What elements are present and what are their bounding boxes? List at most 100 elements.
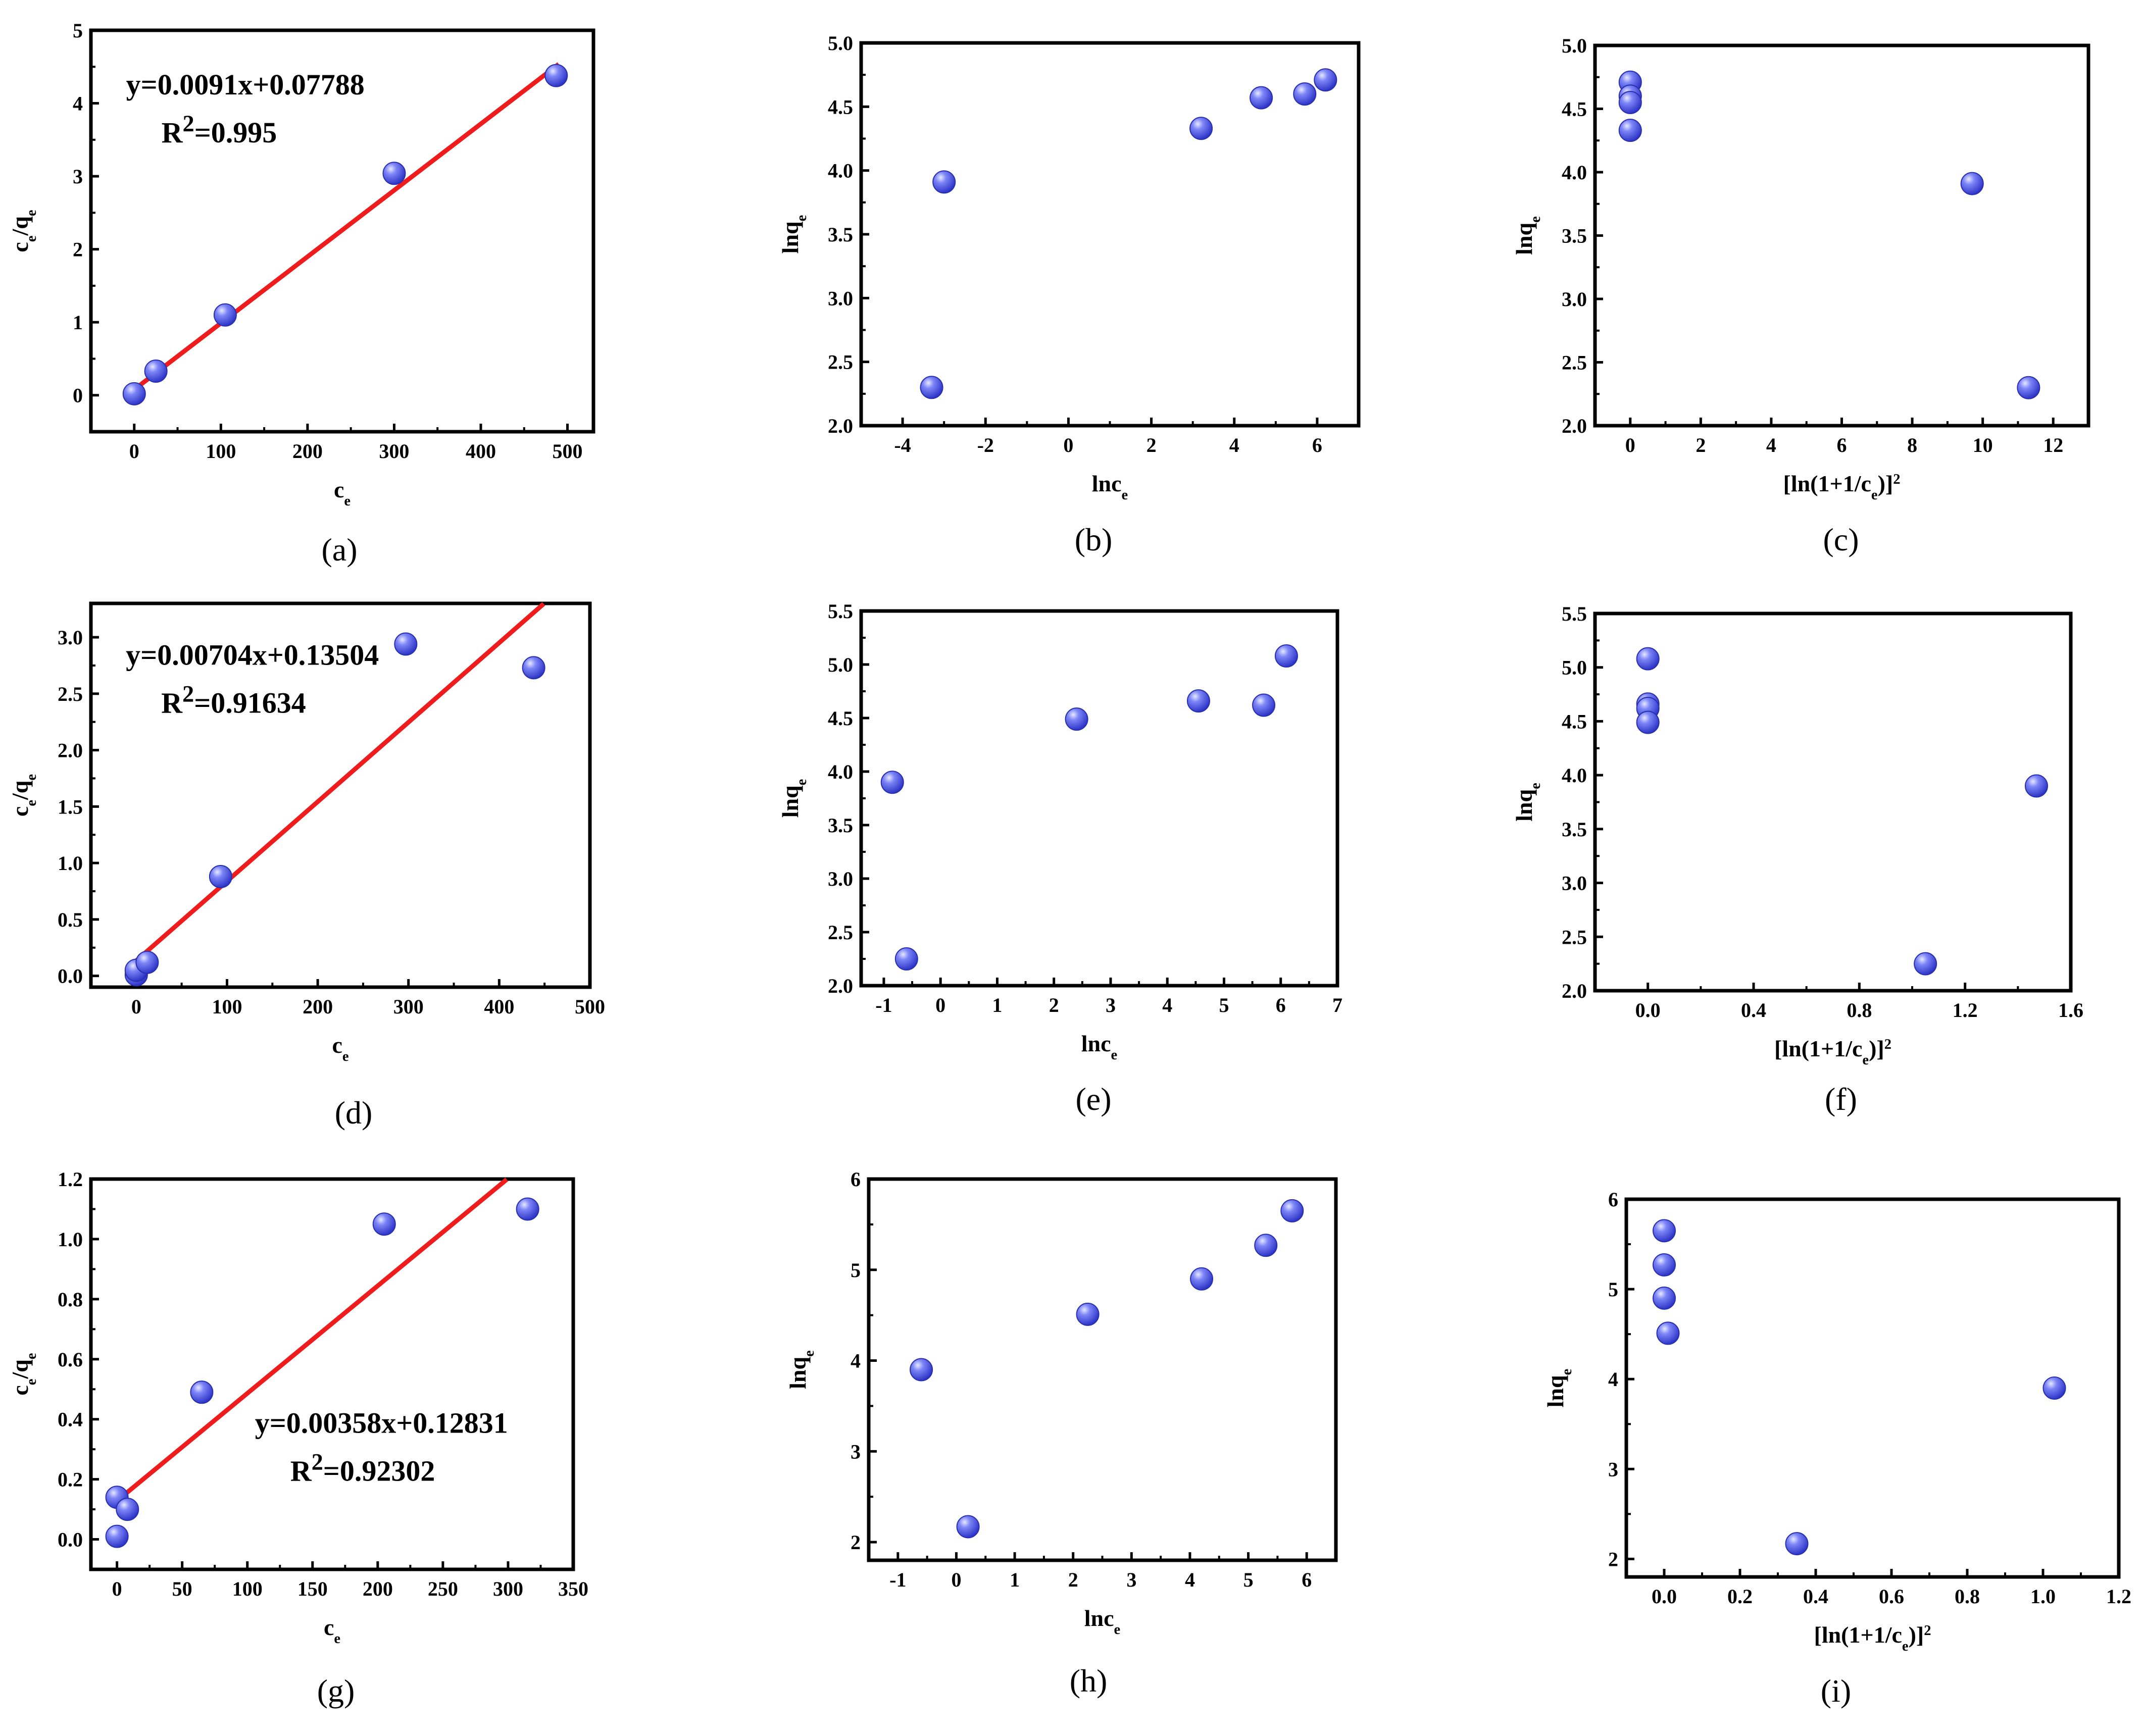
x-tick-label: 0.4: [1741, 999, 1766, 1022]
r-squared-sup: 2: [312, 1449, 323, 1475]
y-tick-label: 1: [73, 311, 83, 334]
data-point: [1293, 82, 1317, 106]
x-axis-label: lnce: [1084, 1605, 1120, 1638]
y-tick-label: 2.0: [58, 739, 83, 762]
y-tick-label: 3.0: [1562, 288, 1587, 311]
y-tick-label: 5.0: [828, 32, 853, 55]
fit-equation: y=0.0091x+0.07788: [126, 68, 365, 101]
r-squared-value: =0.995: [194, 116, 277, 149]
x-tick-label: 0.0: [1635, 999, 1661, 1022]
x-tick-label: 0: [951, 1568, 961, 1591]
fit-equation: y=0.00704x+0.13504: [126, 639, 379, 672]
y-axis-label-part: e: [24, 800, 39, 806]
data-point: [1960, 172, 1984, 195]
panel-label: (b): [1075, 522, 1113, 557]
fit-line: [115, 1178, 509, 1503]
data-point: [122, 382, 146, 405]
data-point: [956, 1515, 980, 1539]
y-tick-label: 4: [1608, 1368, 1618, 1391]
chart-panel-c: 0 2 4 6 8 10 122.02.53.03.54.04.55.0[ln(1+1/ce…: [1511, 34, 2090, 557]
y-tick-label: 5.5: [828, 600, 853, 623]
y-tick-label: 3: [851, 1440, 861, 1463]
x-tick-label: 400: [466, 440, 496, 463]
x-tick-label: 300: [379, 440, 409, 463]
y-axis-label-part: /q: [7, 216, 33, 236]
x-tick-label: 2: [1049, 994, 1059, 1016]
r-squared-value: =0.91634: [194, 687, 306, 720]
data-point: [382, 162, 406, 185]
data-point: [144, 360, 168, 383]
y-axis-label: lnqe: [1511, 783, 1543, 822]
plot-frame: [89, 28, 595, 434]
x-tick-label: 200: [303, 995, 333, 1018]
x-tick-label: 5: [1219, 994, 1229, 1016]
plot-frame: [89, 601, 592, 989]
x-tick-label: 0: [935, 994, 945, 1016]
x-axis-label: ce: [332, 1032, 348, 1064]
x-tick-label: 1.0: [2030, 1585, 2056, 1608]
data-point: [1653, 1253, 1676, 1277]
x-tick-label: 6: [1312, 434, 1322, 456]
panel-label: (c): [1823, 522, 1859, 557]
x-tick-label: 200: [363, 1577, 393, 1600]
data-point: [1914, 952, 1937, 976]
x-tick-label: -1: [889, 1568, 906, 1591]
data-point: [880, 771, 904, 794]
data-point: [209, 864, 232, 888]
x-tick-label: 350: [558, 1577, 588, 1600]
panel-label: (e): [1075, 1081, 1111, 1117]
y-tick-label: 3.0: [828, 867, 853, 890]
x-tick-label: 1: [992, 994, 1002, 1016]
x-axis-label-part: 2: [1884, 1037, 1891, 1052]
x-axis-label-sub: e: [334, 1631, 340, 1647]
y-axis-label: ce/qe: [7, 1353, 39, 1395]
data-point: [1636, 710, 1660, 734]
chart-panel-i: 0.0 0.2 0.4 0.6 0.8 1.0 1.223456[ln(1+1/ce)]2l…: [1542, 1188, 2131, 1709]
chart-panel-e: -1 0 1 2 3 4 5 6 72.02.53.03.54.04.55.05.5lnceln…: [777, 600, 1342, 1117]
y-tick-label: 4.5: [828, 707, 853, 730]
fit-line: [133, 62, 561, 392]
y-axis-label-part: e: [1528, 783, 1543, 789]
data-point: [1065, 707, 1088, 731]
x-axis-label-main: lnc: [1084, 1605, 1114, 1631]
y-tick-label: 0.0: [58, 965, 83, 988]
x-axis-label-sub: e: [342, 1049, 349, 1064]
y-tick-label: 0.5: [58, 908, 83, 931]
data-point: [1618, 119, 1642, 142]
y-tick-label: 3.0: [58, 626, 83, 649]
y-axis-label-part: e: [802, 1350, 817, 1357]
data-point: [105, 1524, 129, 1548]
x-tick-label: 0: [131, 995, 141, 1018]
panel-label: (a): [321, 532, 357, 568]
y-tick-label: 1.0: [58, 852, 83, 875]
x-tick-label: 0: [112, 1577, 122, 1600]
panel-label: (h): [1070, 1663, 1108, 1699]
y-tick-label: 5: [73, 19, 83, 42]
x-tick-label: 2: [1068, 1568, 1078, 1591]
r-squared-prefix: R: [290, 1454, 312, 1487]
y-tick-label: 0.4: [58, 1408, 83, 1431]
x-tick-label: -1: [875, 994, 892, 1016]
x-tick-label: 6: [1302, 1568, 1312, 1591]
x-tick-label: 8: [1907, 434, 1917, 456]
panel-label: (f): [1825, 1081, 1857, 1117]
y-axis-label-part: e: [1559, 1369, 1575, 1375]
y-axis-label: lnqe: [777, 779, 810, 818]
x-tick-label: 150: [297, 1577, 328, 1600]
x-axis-label-main: c: [334, 477, 344, 502]
fit-line: [134, 602, 545, 962]
x-axis-label-part: 2: [1893, 472, 1900, 487]
data-point: [135, 950, 159, 974]
data-point: [1190, 1267, 1214, 1291]
y-tick-label: 4.0: [1562, 764, 1587, 787]
x-axis-label-part: [ln(1+1/c: [1814, 1622, 1902, 1648]
x-axis-label-sub: e: [1122, 487, 1128, 503]
data-point: [372, 1212, 396, 1236]
y-axis-label: lnqe: [1542, 1369, 1575, 1408]
x-tick-label: 50: [172, 1577, 192, 1600]
y-tick-label: 0.6: [58, 1348, 83, 1371]
data-point: [1254, 1234, 1278, 1257]
r-squared-sup: 2: [183, 111, 194, 137]
x-axis-label-sub: e: [344, 493, 351, 509]
